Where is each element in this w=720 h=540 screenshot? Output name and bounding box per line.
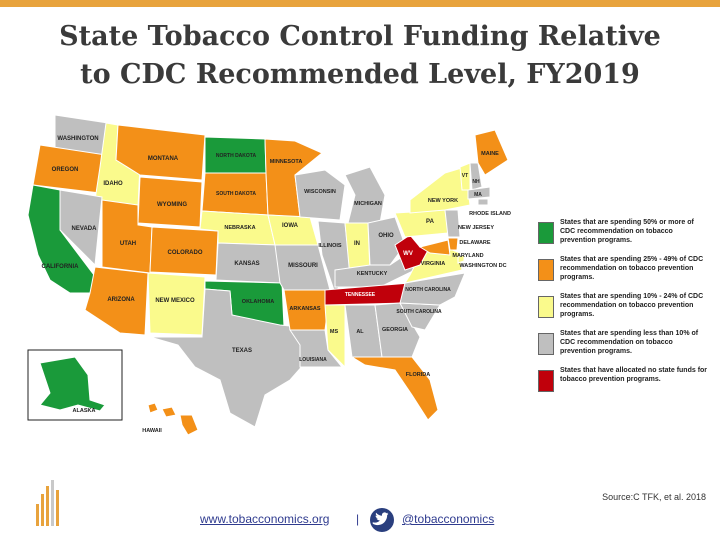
source-citation: Source:C TFK, et al. 2018 [602,492,706,502]
state-label-nh: NH [472,179,480,185]
state-label-ms: MS [330,329,339,335]
state-shape-alaska [39,356,106,412]
state-label-tennessee: TENNESSEE [345,292,376,298]
state-label-new-jersey: NEW JERSEY [458,225,494,231]
state-shape-iowa [267,214,319,246]
legend-swatch-green [538,222,554,244]
state-label-washington-dc: WASHINGTON DC [459,263,506,269]
legend-text-orange: States that are spending 25% - 49% of CD… [560,256,704,281]
state-label-wv: WV [403,251,413,257]
state-label-maryland: MARYLAND [452,253,483,259]
twitter-handle-link[interactable]: @tobacconomics [402,512,495,526]
state-label-kansas: KANSAS [234,261,259,267]
state-label-minnesota: MINNESOTA [270,159,303,165]
state-shape-montana [115,124,206,181]
state-label-pa: PA [426,219,435,225]
tobacconomics-logo-icon [34,480,60,526]
legend-swatch-gray [538,333,554,355]
state-shape-florida [350,356,439,421]
state-label-nebraska: NEBRASKA [224,225,255,231]
twitter-bird-icon[interactable] [370,508,394,532]
title-line-1: State Tobacco Control Funding Relative [59,21,661,52]
state-shape-pa [394,209,449,238]
state-label-wyoming: WYOMING [157,202,187,208]
legend-text-green: States that are spending 50% or more of … [560,219,694,244]
state-label-rhode-island: RHODE ISLAND [469,211,511,217]
state-label-illinois: ILLINOIS [318,243,342,249]
state-label-hawaii: HAWAII [142,428,162,434]
state-label-south-dakota: SOUTH DAKOTA [216,191,256,197]
state-shape-new-york [409,166,471,214]
state-label-north-dakota: NORTH DAKOTA [216,153,257,159]
state-label-oregon: OREGON [52,167,79,173]
state-label-louisiana: LOUISIANA [299,357,327,363]
state-shape-michigan [344,166,386,224]
state-shape-new-jersey [444,209,461,238]
state-label-georgia: GEORGIA [382,327,408,333]
state-label-new-york: NEW YORK [428,198,458,204]
legend-text-red: States that have allocated no state fund… [560,367,708,383]
legend-text-gray: States that are spending less than 10% o… [560,330,699,355]
state-label-arkansas: ARKANSAS [289,306,321,312]
state-label-kentucky: KENTUCKY [357,271,388,277]
state-label-oklahoma: OKLAHOMA [242,299,274,305]
website-link[interactable]: www.tobacconomics.org [200,512,330,526]
state-label-ohio: OHIO [378,233,394,239]
state-shape-washington-dc [457,254,465,264]
title-line-2: to CDC Recommended Level, FY2019 [80,59,640,90]
state-label-washington: WASHINGTON [57,136,98,142]
state-shape-maryland [418,239,451,256]
alaska-inset-frame [27,349,123,421]
state-label-new-mexico: NEW MEXICO [155,298,195,304]
legend-swatch-orange [538,259,554,281]
legend-text-yellow: States that are spending 10% - 24% of CD… [560,293,704,318]
state-label-idaho: IDAHO [103,181,123,187]
state-label-texas: TEXAS [232,348,252,354]
state-label-delaware: DELAWARE [459,240,491,246]
state-shape-rhode-island [477,198,489,206]
state-label-alaska: ALASKA [73,408,96,414]
state-shape-nh [469,162,483,191]
state-shape-georgia [374,302,421,358]
top-accent-bar [0,0,720,7]
state-label-virginia: VIRGINIA [421,261,445,267]
state-label-maine: MAINE [481,151,499,157]
state-label-south-carolina: SOUTH CAROLINA [396,309,442,315]
state-shape-nevada [59,189,103,267]
state-label-california: CALIFORNIA [42,264,80,270]
state-shape-delaware [447,237,459,251]
state-label-nevada: NEVADA [72,226,98,232]
state-label-north-carolina: NORTH CAROLINA [405,287,451,293]
state-label-in: IN [354,241,360,247]
state-label-wisconsin: WISCONSIN [304,189,336,195]
us-map: WASHINGTON OREGON CALIFORNIA IDAHO NEVADA MON… [27,114,511,436]
state-shape-louisiana [289,329,344,368]
state-label-ma: MA [474,192,482,198]
footer-separator: | [356,512,360,526]
state-shape-maine [474,129,509,176]
legend-swatch-yellow [538,296,554,318]
state-label-florida: FLORIDA [406,372,430,378]
state-label-vt: VT [462,173,468,179]
state-label-montana: MONTANA [148,156,179,162]
state-label-arizona: ARIZONA [107,297,135,303]
legend-swatch-red [538,370,554,392]
state-label-utah: UTAH [120,241,136,247]
state-label-michigan: MICHIGAN [354,201,382,207]
state-shape-ohio [367,216,406,266]
state-shape-texas [149,288,306,428]
state-label-colorado: COLORADO [168,250,203,256]
state-shape-ma [467,186,491,200]
state-label-iowa: IOWA [282,223,299,229]
state-shape-ms [324,304,346,369]
page-title: State Tobacco Control Funding Relative t… [10,18,710,94]
state-shape-north-carolina [399,272,466,306]
state-shape-wisconsin [294,169,346,221]
state-shape-hawaii [147,402,199,436]
state-shape-new-mexico [147,272,206,336]
state-label-missouri: MISSOURI [288,263,318,269]
state-label-al: AL [356,329,364,335]
